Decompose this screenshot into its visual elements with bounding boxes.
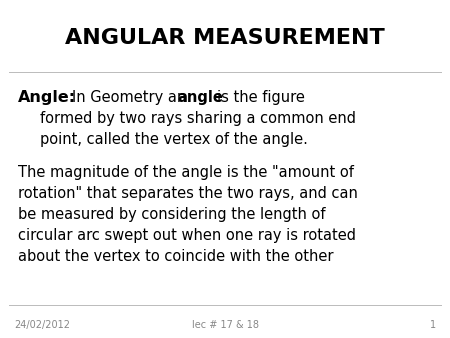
Text: The magnitude of the angle is the "amount of: The magnitude of the angle is the "amoun… [18,165,354,180]
Text: 24/02/2012: 24/02/2012 [14,320,70,330]
Text: point, called the vertex of the angle.: point, called the vertex of the angle. [40,132,308,147]
Text: be measured by considering the length of: be measured by considering the length of [18,207,325,222]
Text: angle: angle [177,90,223,105]
Text: lec # 17 & 18: lec # 17 & 18 [192,320,258,330]
Text: circular arc swept out when one ray is rotated: circular arc swept out when one ray is r… [18,228,356,243]
Text: rotation" that separates the two rays, and can: rotation" that separates the two rays, a… [18,186,358,201]
Text: In Geometry an: In Geometry an [72,90,191,105]
Text: formed by two rays sharing a common end: formed by two rays sharing a common end [40,111,356,126]
Text: is the figure: is the figure [217,90,305,105]
Text: about the vertex to coincide with the other: about the vertex to coincide with the ot… [18,249,333,264]
Text: Angle:: Angle: [18,90,76,105]
Text: 1: 1 [430,320,436,330]
Text: ANGULAR MEASUREMENT: ANGULAR MEASUREMENT [65,28,385,48]
